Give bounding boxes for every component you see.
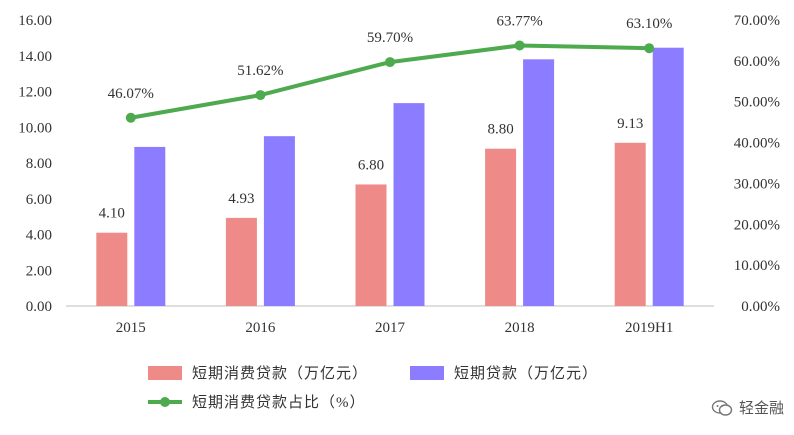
line-point	[514, 40, 525, 51]
y-left-tick-label: 0.00	[26, 299, 52, 315]
legend-swatch	[148, 366, 182, 380]
line-point	[125, 112, 136, 123]
wechat-bubble-icon	[711, 399, 733, 416]
bar-short-term-loan	[393, 103, 425, 307]
y-left-tick-label: 16.00	[18, 13, 52, 29]
bar-short-term-consumer-loan	[614, 142, 646, 306]
bar-data-label: 4.93	[228, 191, 254, 207]
y-left-tick-label: 8.00	[26, 156, 52, 172]
x-tick-label: 2018	[505, 320, 535, 336]
y-right-tick-label: 60.00%	[734, 54, 780, 70]
line-data-label: 46.07%	[108, 86, 154, 102]
legend-label: 短期贷款（万亿元）	[454, 365, 598, 382]
y-left-tick-label: 4.00	[26, 228, 52, 244]
bar-short-term-loan	[652, 47, 684, 307]
bar-short-term-loan	[134, 146, 166, 306]
legend-label: 短期消费贷款占比（%）	[192, 394, 366, 411]
line-data-label: 63.10%	[626, 16, 672, 32]
line-point	[644, 43, 655, 54]
legend-marker	[160, 397, 170, 407]
watermark-text: 轻金融	[738, 399, 784, 417]
y-left-tick-label: 10.00	[18, 120, 52, 136]
line-data-label: 59.70%	[367, 30, 413, 46]
bar-data-label: 8.80	[487, 122, 513, 138]
bar-data-label: 6.80	[358, 157, 384, 173]
x-tick-label: 2015	[116, 320, 146, 336]
legend-swatch	[410, 366, 444, 380]
y-right-tick-label: 10.00%	[734, 258, 780, 274]
y-left-tick-label: 14.00	[18, 49, 52, 65]
bar-data-label: 9.13	[617, 116, 643, 132]
y-right-tick-label: 20.00%	[734, 217, 780, 233]
y-left-tick-label: 12.00	[18, 85, 52, 101]
y-right-tick-label: 50.00%	[734, 95, 780, 111]
line-data-label: 63.77%	[496, 13, 542, 29]
line-point	[255, 90, 266, 101]
x-tick-label: 2019H1	[625, 320, 673, 336]
y-left-tick-label: 2.00	[26, 263, 52, 279]
y-right-tick-label: 40.00%	[734, 136, 780, 152]
x-tick-label: 2017	[375, 320, 406, 336]
y-right-tick-label: 0.00%	[741, 299, 780, 315]
bar-short-term-consumer-loan	[225, 217, 257, 306]
bar-short-term-consumer-loan	[96, 232, 128, 306]
y-left-tick-label: 6.00	[26, 192, 52, 208]
bar-short-term-consumer-loan	[485, 148, 517, 306]
y-right-tick-label: 30.00%	[734, 176, 780, 192]
y-right-tick-label: 70.00%	[734, 13, 780, 29]
line-point	[385, 57, 395, 68]
bar-short-term-loan	[523, 59, 555, 307]
line-data-label: 51.62%	[237, 63, 283, 79]
legend-label: 短期消费贷款（万亿元）	[192, 365, 368, 382]
bar-short-term-consumer-loan	[355, 184, 387, 306]
watermark: 轻金融	[711, 397, 784, 418]
bar-data-label: 4.10	[99, 206, 125, 222]
x-tick-label: 2016	[245, 320, 276, 336]
line-consumer-loan-share	[130, 43, 650, 120]
bar-short-term-loan	[263, 136, 295, 306]
